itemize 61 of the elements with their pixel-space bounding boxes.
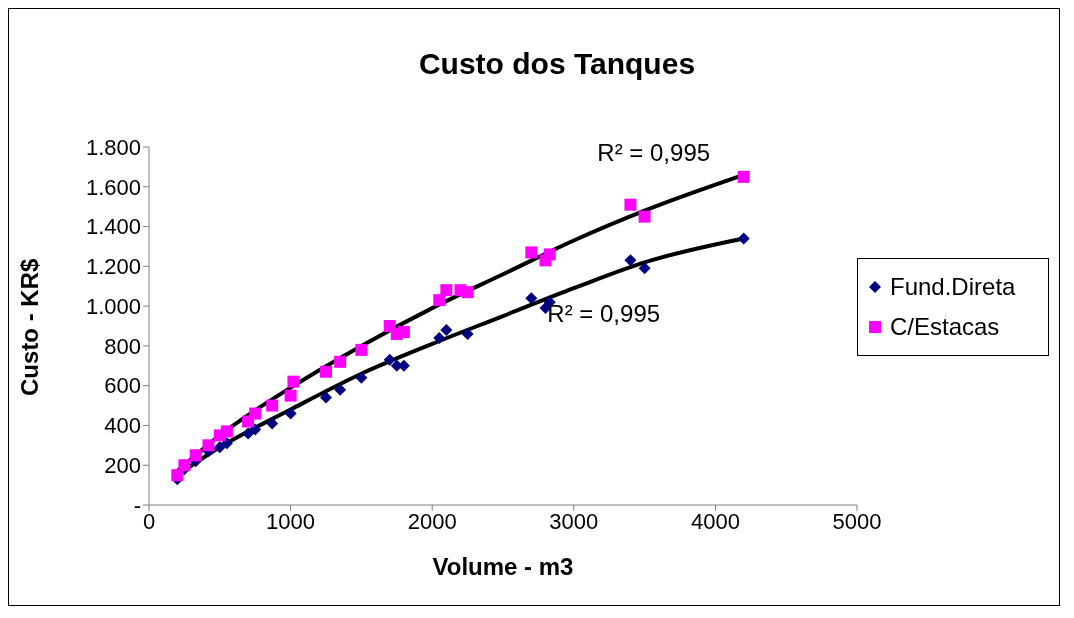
- y-tick-label: 1.800: [85, 134, 141, 160]
- point: [737, 170, 750, 183]
- point: [383, 353, 396, 366]
- point: [334, 355, 347, 368]
- x-tick-label: 5000: [832, 508, 882, 534]
- point: [433, 294, 446, 307]
- point: [220, 425, 233, 438]
- point: [355, 343, 368, 356]
- y-tick-label: 200: [104, 453, 141, 479]
- point: [355, 371, 368, 384]
- point: [320, 391, 332, 404]
- point: [638, 210, 651, 223]
- point: [287, 375, 300, 388]
- y-tick-label: 1.400: [85, 214, 141, 240]
- point: [525, 292, 538, 305]
- point: [737, 232, 750, 245]
- point: [320, 365, 332, 378]
- point: [266, 399, 279, 412]
- point: [525, 246, 538, 259]
- point: [624, 198, 637, 211]
- y-tick-label: 600: [104, 373, 141, 399]
- y-tick-label: 1.200: [85, 254, 141, 280]
- point: [242, 427, 255, 440]
- x-tick-label: 4000: [690, 508, 740, 534]
- point: [624, 254, 637, 267]
- point: [284, 407, 297, 420]
- point: [249, 423, 262, 436]
- legend-label: C/Estacas: [890, 312, 1000, 342]
- point: [266, 417, 279, 430]
- point: [220, 437, 233, 450]
- x-tick-label: 1000: [266, 508, 316, 534]
- point: [171, 469, 184, 482]
- x-tick-label: 2000: [407, 508, 457, 534]
- y-tick-label: 800: [104, 333, 141, 359]
- point: [189, 449, 202, 462]
- x-axis-title: Volume - m3: [432, 553, 574, 580]
- point: [638, 262, 651, 275]
- y-tick-label: 1.000: [85, 293, 141, 319]
- point: [543, 248, 556, 261]
- x-tick-label: 0: [142, 508, 156, 534]
- point: [249, 407, 262, 420]
- point: [440, 323, 453, 336]
- y-tick-label: -: [133, 492, 141, 518]
- point: [202, 439, 215, 452]
- point: [461, 286, 474, 299]
- point: [178, 459, 191, 472]
- point: [397, 325, 410, 338]
- point: [440, 284, 453, 297]
- point: [334, 383, 347, 396]
- y-tick-label: 1.600: [85, 174, 141, 200]
- point: [284, 389, 297, 402]
- point: [213, 441, 226, 454]
- annotation: R² = 0,995: [547, 300, 661, 328]
- point: [433, 331, 446, 344]
- legend-label: Fund.Direta: [890, 272, 1016, 302]
- annotation: R² = 0,995: [597, 139, 711, 167]
- x-tick-label: 3000: [549, 508, 599, 534]
- y-axis-title: Custo - KR$: [15, 258, 43, 396]
- chart-title: Custo dos Tanques: [417, 47, 697, 81]
- y-tick-label: 400: [104, 413, 141, 439]
- point: [461, 327, 474, 340]
